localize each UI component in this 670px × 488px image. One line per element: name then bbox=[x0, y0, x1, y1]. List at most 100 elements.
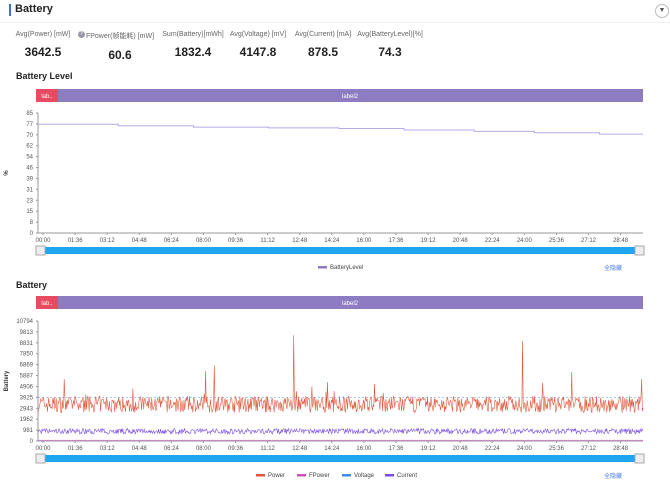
section-header: Battery ▼ bbox=[0, 0, 670, 23]
zoom-slider[interactable] bbox=[41, 247, 639, 254]
stat-value: 878.5 bbox=[307, 45, 339, 59]
legend-batterylevel[interactable]: BatteryLevel bbox=[330, 265, 363, 271]
label2-text: label2 bbox=[342, 301, 359, 307]
stat-label: FPower(帧能耗) [mW] bbox=[85, 33, 155, 40]
x-tick-label: 19:12 bbox=[421, 238, 437, 244]
x-tick-label: 20:48 bbox=[453, 446, 469, 452]
y-tick-label: 62 bbox=[26, 144, 33, 150]
legend-swatch-batterylevel[interactable] bbox=[318, 266, 327, 269]
legend-power[interactable]: Power bbox=[268, 473, 285, 479]
accent-bar bbox=[9, 4, 11, 16]
x-tick-label: 22:24 bbox=[485, 446, 501, 452]
hide-all-link[interactable]: 全隐藏 bbox=[604, 472, 622, 480]
legend-current[interactable]: Current bbox=[397, 473, 417, 479]
legend-swatch-voltage[interactable] bbox=[342, 474, 351, 477]
slider-handle-right[interactable] bbox=[634, 453, 645, 464]
label1-band bbox=[36, 296, 58, 309]
y-tick-label: 10794 bbox=[16, 319, 33, 325]
y-tick-label: 8831 bbox=[20, 341, 34, 347]
y-tick-label: 70 bbox=[26, 133, 33, 139]
y-tick-label: 31 bbox=[26, 187, 33, 193]
x-tick-label: 09:36 bbox=[228, 238, 244, 244]
x-tick-label: 17:36 bbox=[388, 446, 404, 452]
series-batterylevel bbox=[38, 123, 643, 135]
zoom-slider[interactable] bbox=[41, 455, 639, 462]
y-tick-label: 23 bbox=[26, 198, 33, 204]
y-axis-label: Battery bbox=[4, 370, 10, 391]
x-tick-label: 27:12 bbox=[581, 446, 597, 452]
y-tick-label: 85 bbox=[26, 111, 33, 117]
y-tick-label: 3925 bbox=[20, 395, 34, 401]
stat-value: 60.6 bbox=[108, 48, 132, 62]
series-current bbox=[37, 427, 644, 436]
x-tick-label: 24:00 bbox=[517, 238, 533, 244]
stat-1: FPower(帧能耗) [mW] 60.6 bbox=[80, 31, 160, 62]
x-tick-label: 08:00 bbox=[196, 238, 212, 244]
legend-swatch-fpower[interactable] bbox=[297, 474, 306, 477]
chevron-down-icon[interactable]: ▼ bbox=[655, 4, 669, 18]
hide-all-link[interactable]: 全隐藏 bbox=[604, 264, 622, 272]
stat-4: Avg(Current) [mA] 878.5 bbox=[283, 31, 363, 59]
y-axis-label: % bbox=[4, 170, 10, 176]
y-tick-label: 8 bbox=[30, 220, 34, 226]
x-tick-label: 01:36 bbox=[68, 238, 84, 244]
y-tick-label: 39 bbox=[26, 176, 33, 182]
x-tick-label: 00:00 bbox=[35, 446, 51, 452]
x-tick-label: 06:24 bbox=[164, 446, 180, 452]
legend-voltage[interactable]: Voltage bbox=[354, 473, 375, 479]
help-icon[interactable]: ? bbox=[78, 31, 85, 38]
x-tick-label: 12:48 bbox=[292, 238, 308, 244]
y-tick-label: 0 bbox=[30, 439, 34, 445]
x-tick-label: 03:12 bbox=[100, 238, 116, 244]
stat-label: Avg(Power) [mW] bbox=[15, 31, 71, 38]
slider-handle-right[interactable] bbox=[634, 245, 645, 256]
slider-handle-left[interactable] bbox=[35, 453, 46, 464]
stat-label: Avg(Current) [mA] bbox=[294, 31, 352, 38]
x-tick-label: 04:48 bbox=[132, 238, 148, 244]
x-tick-label: 14:24 bbox=[324, 238, 340, 244]
battery-chart-title: Battery bbox=[16, 280, 48, 290]
x-tick-label: 00:00 bbox=[35, 238, 51, 244]
x-tick-label: 14:24 bbox=[324, 446, 340, 452]
x-tick-label: 28:48 bbox=[613, 446, 629, 452]
x-tick-label: 25:36 bbox=[549, 238, 565, 244]
battery-level-title: Battery Level bbox=[16, 71, 73, 81]
x-tick-label: 16:00 bbox=[356, 238, 372, 244]
x-tick-label: 28:48 bbox=[613, 238, 629, 244]
x-tick-label: 12:48 bbox=[292, 446, 308, 452]
x-tick-label: 22:24 bbox=[485, 238, 501, 244]
x-tick-label: 17:36 bbox=[388, 238, 404, 244]
y-tick-label: 54 bbox=[26, 155, 33, 161]
x-tick-label: 03:12 bbox=[100, 446, 116, 452]
stat-0: Avg(Power) [mW] 3642.5? bbox=[3, 31, 85, 59]
legend-swatch-power[interactable] bbox=[256, 474, 265, 477]
x-tick-label: 19:12 bbox=[421, 446, 437, 452]
series-power bbox=[37, 335, 644, 414]
label2-text: label2 bbox=[342, 94, 359, 100]
y-tick-label: 981 bbox=[23, 428, 34, 434]
legend-fpower[interactable]: FPower bbox=[309, 473, 330, 479]
stat-value: 4147.8 bbox=[239, 45, 277, 59]
slider-handle-left[interactable] bbox=[35, 245, 46, 256]
x-tick-label: 16:00 bbox=[356, 446, 372, 452]
y-tick-label: 77 bbox=[26, 122, 33, 128]
label1-text: lab.. bbox=[41, 94, 53, 100]
stat-2: Sum(Battery)[mWh] 1832.4 bbox=[153, 31, 233, 59]
x-tick-label: 25:36 bbox=[549, 446, 565, 452]
y-tick-label: 4906 bbox=[20, 384, 34, 390]
stat-label: Sum(Battery)[mWh] bbox=[162, 31, 224, 38]
stat-3: Avg(Voltage) [mV] 4147.8 bbox=[218, 31, 298, 59]
stat-label: Avg(Voltage) [mV] bbox=[229, 31, 287, 38]
x-tick-label: 08:00 bbox=[196, 446, 212, 452]
x-tick-label: 04:48 bbox=[132, 446, 148, 452]
legend-swatch-current[interactable] bbox=[385, 474, 394, 477]
y-tick-label: 46 bbox=[26, 166, 33, 172]
x-tick-label: 24:00 bbox=[517, 446, 533, 452]
y-tick-label: 15 bbox=[26, 209, 33, 215]
y-tick-label: 5887 bbox=[20, 374, 34, 380]
y-tick-label: 9813 bbox=[20, 330, 34, 336]
y-tick-label: 7850 bbox=[20, 352, 34, 358]
battery-chart: lab.. label2 10794 9813 8831 7850 6869 5887 4906… bbox=[4, 296, 645, 480]
x-tick-label: 09:36 bbox=[228, 446, 244, 452]
x-tick-label: 11:12 bbox=[260, 238, 275, 244]
